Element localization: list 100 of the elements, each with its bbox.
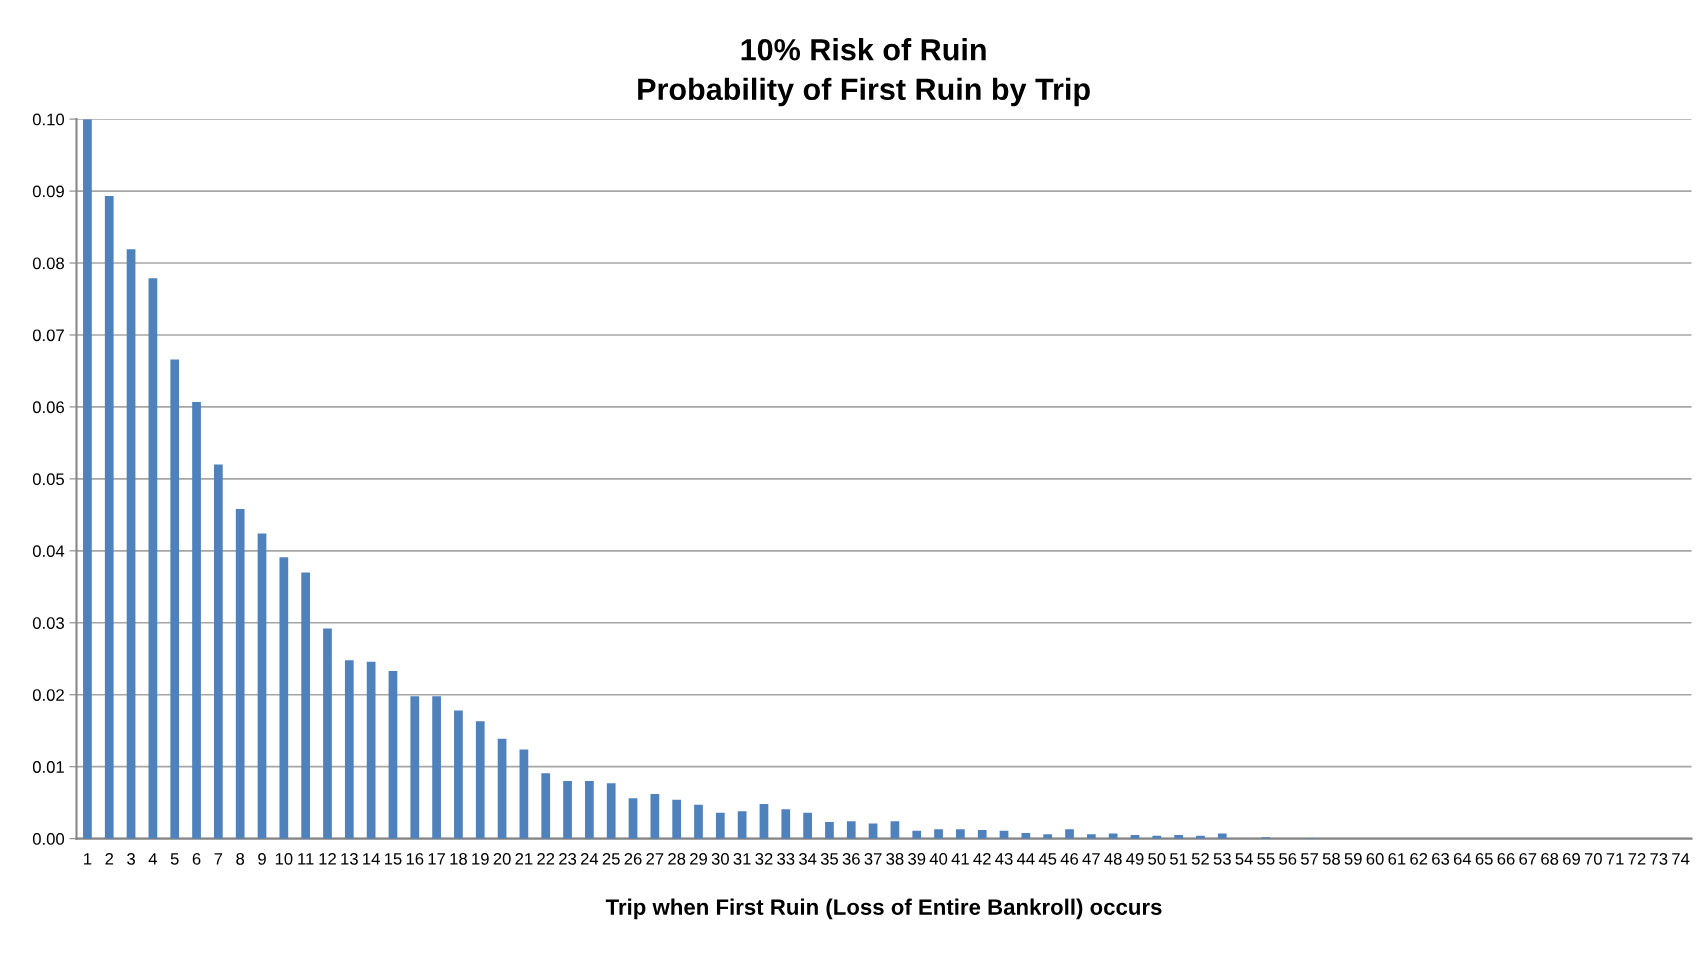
x-tick-label: 9 [258,852,266,865]
x-tick-label: 46 [1060,852,1079,865]
x-tick-label: 55 [1257,853,1275,865]
x-tick-label: 47 [1082,853,1100,865]
x-tick-label: 59 [1344,852,1362,865]
x-tick-label: 56 [1279,852,1297,865]
x-tick-label: 15 [384,853,402,865]
bar [279,557,289,839]
x-tick-label: 4 [148,853,158,865]
bar [366,661,376,839]
x-tick-label: 62 [1410,852,1428,865]
x-tick-label: 32 [755,852,773,865]
x-tick-label: 51 [1170,853,1188,865]
bar [563,781,572,839]
x-tick-label: 37 [864,852,882,865]
bar [1021,832,1031,839]
x-tick-label: 68 [1541,852,1559,865]
bar [235,509,245,839]
bar [956,829,965,839]
bar [475,721,485,839]
y-tick-label: 0.06 [32,401,64,414]
x-tick-label: 41 [951,853,969,865]
bar [846,821,856,839]
y-tick-label: 0.07 [32,329,64,342]
y-tick-label: 0.01 [32,761,64,773]
x-tick-label: 74 [1672,853,1690,865]
bar [934,829,943,839]
x-tick-label: 50 [1148,852,1166,865]
bar [912,830,922,839]
bar [890,821,900,839]
x-tick-label: 24 [580,852,599,865]
x-tick-label: 39 [908,852,926,865]
x-tick-label: 2 [105,852,114,865]
x-tick-label: 6 [192,852,201,865]
x-tick-label: 10 [275,852,293,865]
y-tick-label: 0.10 [32,113,65,126]
x-tick-label: 20 [493,852,511,865]
x-tick-label: 45 [1038,853,1057,865]
bar [170,359,180,839]
x-tick-label: 54 [1235,853,1253,865]
bar [759,804,769,839]
x-tick-label: 43 [995,852,1013,865]
x-tick-label: 23 [559,852,577,865]
x-tick-label: 30 [711,852,729,865]
x-tick-label: 69 [1563,852,1580,865]
x-tick-label: 65 [1475,852,1493,865]
x-tick-label: 5 [170,853,179,865]
x-tick-label: 8 [236,852,245,865]
bar [126,249,136,839]
x-tick-label: 70 [1584,852,1602,865]
bar [1065,829,1074,839]
x-tick-label: 61 [1388,852,1406,865]
x-tick-label: 40 [929,852,948,865]
x-tick-label: 16 [406,852,424,865]
x-tick-label: 28 [668,852,686,865]
x-tick-label: 26 [624,852,642,865]
x-tick-label: 57 [1300,853,1319,865]
x-tick-label: 21 [515,852,533,865]
x-tick-label: 1 [84,853,92,865]
y-tick-label: 0.03 [32,617,64,629]
bar [694,804,703,839]
bar [83,119,92,839]
bar [977,830,987,839]
x-tick-label: 53 [1213,852,1231,865]
x-tick-label: 22 [537,852,555,865]
bar [715,812,725,839]
x-tick-label: 7 [214,853,223,865]
y-tick-label: 0.05 [32,473,64,486]
x-tick-label: 58 [1322,852,1340,865]
bar [257,533,267,839]
y-tick-label: 0.09 [32,185,64,198]
bar [650,794,660,839]
x-tick-label: 27 [646,852,664,865]
x-tick-label: 14 [363,853,380,865]
bar [301,572,311,839]
x-tick-label: 72 [1628,852,1646,865]
bar [192,401,201,839]
x-tick-label: 60 [1366,852,1384,865]
bar [454,710,463,839]
bar [148,278,158,839]
bar [628,798,638,839]
y-tick-label: 0.00 [32,833,65,845]
x-tick-label: 49 [1126,852,1144,865]
x-tick-label: 12 [319,852,336,865]
bar [410,696,420,839]
x-tick-label: 73 [1650,852,1668,865]
x-tick-label: 33 [777,852,795,865]
x-tick-label: 71 [1606,853,1624,865]
bar [585,781,594,839]
bar [104,196,114,839]
x-tick-label: 63 [1432,852,1450,865]
bar [323,628,332,839]
bar [672,799,682,839]
bar [541,773,551,839]
x-tick-label: 29 [690,852,707,865]
x-tick-label: 64 [1453,852,1472,865]
x-tick-label: 13 [341,852,358,865]
bar [781,809,791,839]
bar [344,660,354,839]
x-tick-label: 38 [886,852,904,865]
